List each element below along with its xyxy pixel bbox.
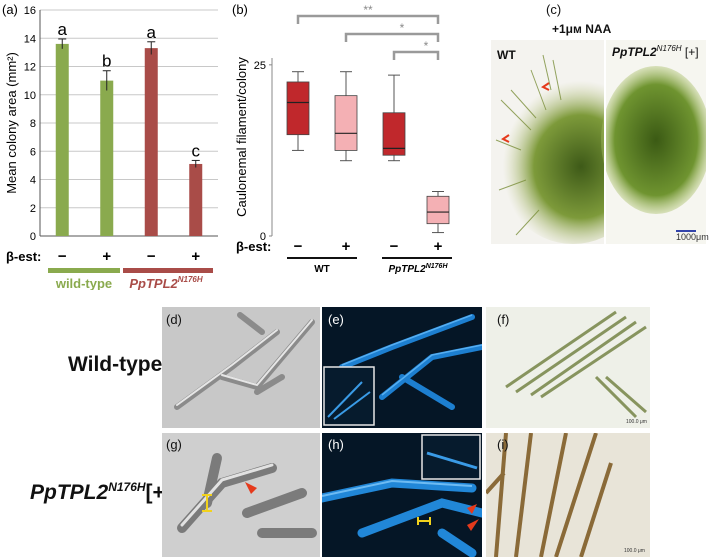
y-axis-label: Mean colony area (mm²) [4,52,19,194]
bar [144,48,158,237]
panel-c-scale-label: 1000μm [676,232,709,242]
micrograph-h [322,433,482,557]
micrograph-f [486,307,650,428]
treatment-sign: + [342,238,351,255]
treatment-sign: + [191,248,200,265]
box [426,195,450,225]
y-tick-label: 8 [30,118,36,130]
panel-b-label: (b) [232,2,248,17]
treatment-sign: − [390,238,399,255]
bar [189,163,203,236]
significance-mark: * [424,39,429,53]
treatment-label: β-est: [6,249,41,264]
micrograph-g [162,433,320,557]
panel-g-label: (g) [166,437,182,452]
y-axis-label: Caulonemal filament/colony [234,57,249,217]
panel-a-label: (a) [2,2,18,17]
panel-f-scale-label: 100.0 μm [626,419,647,425]
treatment-sign: − [294,238,303,255]
panel-e-label: (e) [328,312,344,327]
group-label-wt: WT [314,264,330,275]
panel-a-chart: (a) Mean colony area (mm²) 0 2 4 6 8 10 12 14 16 β… [2,2,218,290]
box [382,112,406,156]
significance-mark: ** [363,3,373,17]
significance-bracket [392,50,440,60]
moss-colony-illustration [495,40,706,244]
panel-c-mutant-label: PpTPL2N176H [+] [612,44,699,59]
significance-letter: c [192,141,201,160]
row-label-mutant: PpTPL2N176H[+] [30,480,172,504]
group-bar-wild-type [48,268,120,273]
y-tick-label: 0 [30,231,36,243]
significance-mark: * [400,21,405,35]
significance-bracket [344,32,440,42]
y-tick-label: 0 [260,231,266,243]
significance-letter: a [147,23,157,42]
group-label-mutant: PpTPL2N176H [129,275,203,290]
panel-h-label: (h) [328,437,344,452]
panel-b-chart: (b) Caulonemal filament/colony025β-est: … [232,2,452,275]
y-tick-label: 14 [24,33,36,45]
bar [55,43,69,237]
treatment-sign: − [147,248,156,265]
y-tick-label: 4 [30,175,36,187]
y-tick-label: 12 [24,62,36,74]
panel-i-label: (i) [497,437,509,452]
y-tick-label: 6 [30,146,36,158]
significance-letter: a [58,20,68,39]
y-tick-label: 2 [30,203,36,215]
treatment-sign: − [58,248,67,265]
y-tick-label: 25 [254,60,266,72]
y-tick-label: 16 [24,5,36,17]
panel-d-label: (d) [166,312,182,327]
significance-bracket [296,14,440,24]
moss-colony-photo [491,40,706,244]
y-tick-label: 10 [24,90,36,102]
group-label-mutant: PpTPL2N176H [388,263,448,275]
bar [100,80,114,236]
micrograph-d [162,307,320,428]
group-label-wild-type: wild-type [55,276,112,290]
box [286,81,310,136]
panel-f-label: (f) [497,312,510,327]
panel-i-scale-label: 100.0 μm [624,548,645,554]
group-bar-mutant [123,268,213,273]
treatment-sign: + [102,248,111,265]
panel-c-wt-label: WT [497,48,516,62]
panel-c-label: (c) [546,2,562,17]
micrograph-e [322,307,482,428]
row-label-wild-type: Wild-type [68,353,163,376]
significance-letter: b [102,52,111,71]
treatment-sign: + [434,238,443,255]
micrograph-i [486,433,650,557]
panel-c-title: +1μм NAA [552,22,612,36]
treatment-label: β-est: [236,239,271,254]
box [334,95,358,151]
